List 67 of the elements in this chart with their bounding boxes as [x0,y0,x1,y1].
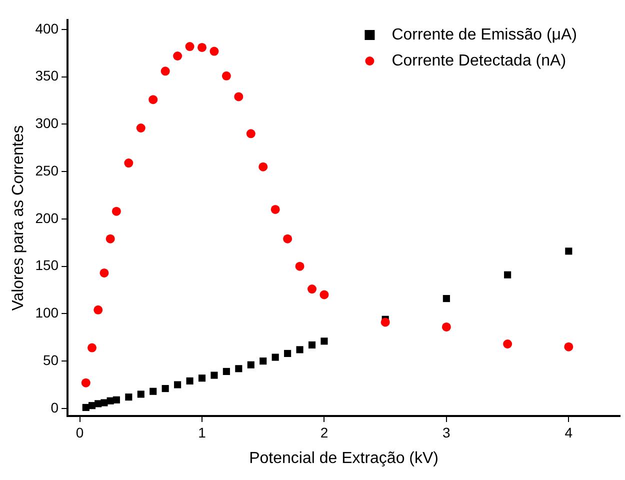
point [234,92,244,102]
point [210,372,218,379]
point [185,42,194,52]
x-tick-label: 2 [320,424,328,440]
point [162,384,169,392]
point [247,361,254,368]
point [150,388,157,395]
point [100,268,109,278]
point [124,158,134,168]
x-tick-label: 0 [76,424,84,440]
point [272,354,279,361]
point [198,374,206,382]
point [173,52,182,60]
point [100,399,108,406]
x-axis-title: Potencial de Extração (kV) [249,450,438,467]
point [174,381,182,388]
point [186,377,194,384]
point [125,394,132,401]
point [136,124,146,132]
point [380,318,390,327]
point [112,396,120,404]
point [258,162,268,172]
point [112,206,121,216]
x-tick-label: 1 [198,424,206,440]
y-tick-label: 100 [35,304,59,321]
y-tick-label: 400 [35,20,59,36]
point [283,234,292,244]
point [81,378,90,388]
point [442,294,450,302]
legend-label: Corrente Detectada (nA) [392,52,566,70]
point [442,322,451,332]
point [94,305,103,314]
point [270,204,280,214]
point [137,390,144,398]
point [88,343,97,352]
point [320,338,328,345]
point [503,340,512,348]
point [504,271,512,278]
y-tick-label: 200 [35,210,59,226]
point [320,290,329,300]
x-tick-label: 3 [442,424,451,440]
y-tick-label: 50 [42,352,59,368]
y-tick-label: 250 [35,162,59,178]
y-tick-label: 150 [35,257,59,274]
y-axis-title: Valores para as Correntes [10,125,28,311]
point [296,346,304,354]
point [148,95,158,104]
point [222,71,231,80]
point [564,342,574,352]
point [308,341,316,348]
point [246,129,256,138]
y-tick-label: 300 [35,115,59,132]
point [222,368,230,376]
point [565,248,572,255]
x-tick-label: 4 [564,424,573,440]
point [295,262,304,271]
legend-label: Corrente de Emissão (μA) [392,26,577,44]
point [210,46,219,56]
point [260,358,267,365]
point [198,42,206,52]
point [284,350,292,358]
point [106,234,115,244]
point [160,66,170,76]
y-tick-label: 0 [50,399,59,416]
point [308,284,316,294]
y-tick-label: 350 [35,68,59,84]
point [235,365,242,372]
